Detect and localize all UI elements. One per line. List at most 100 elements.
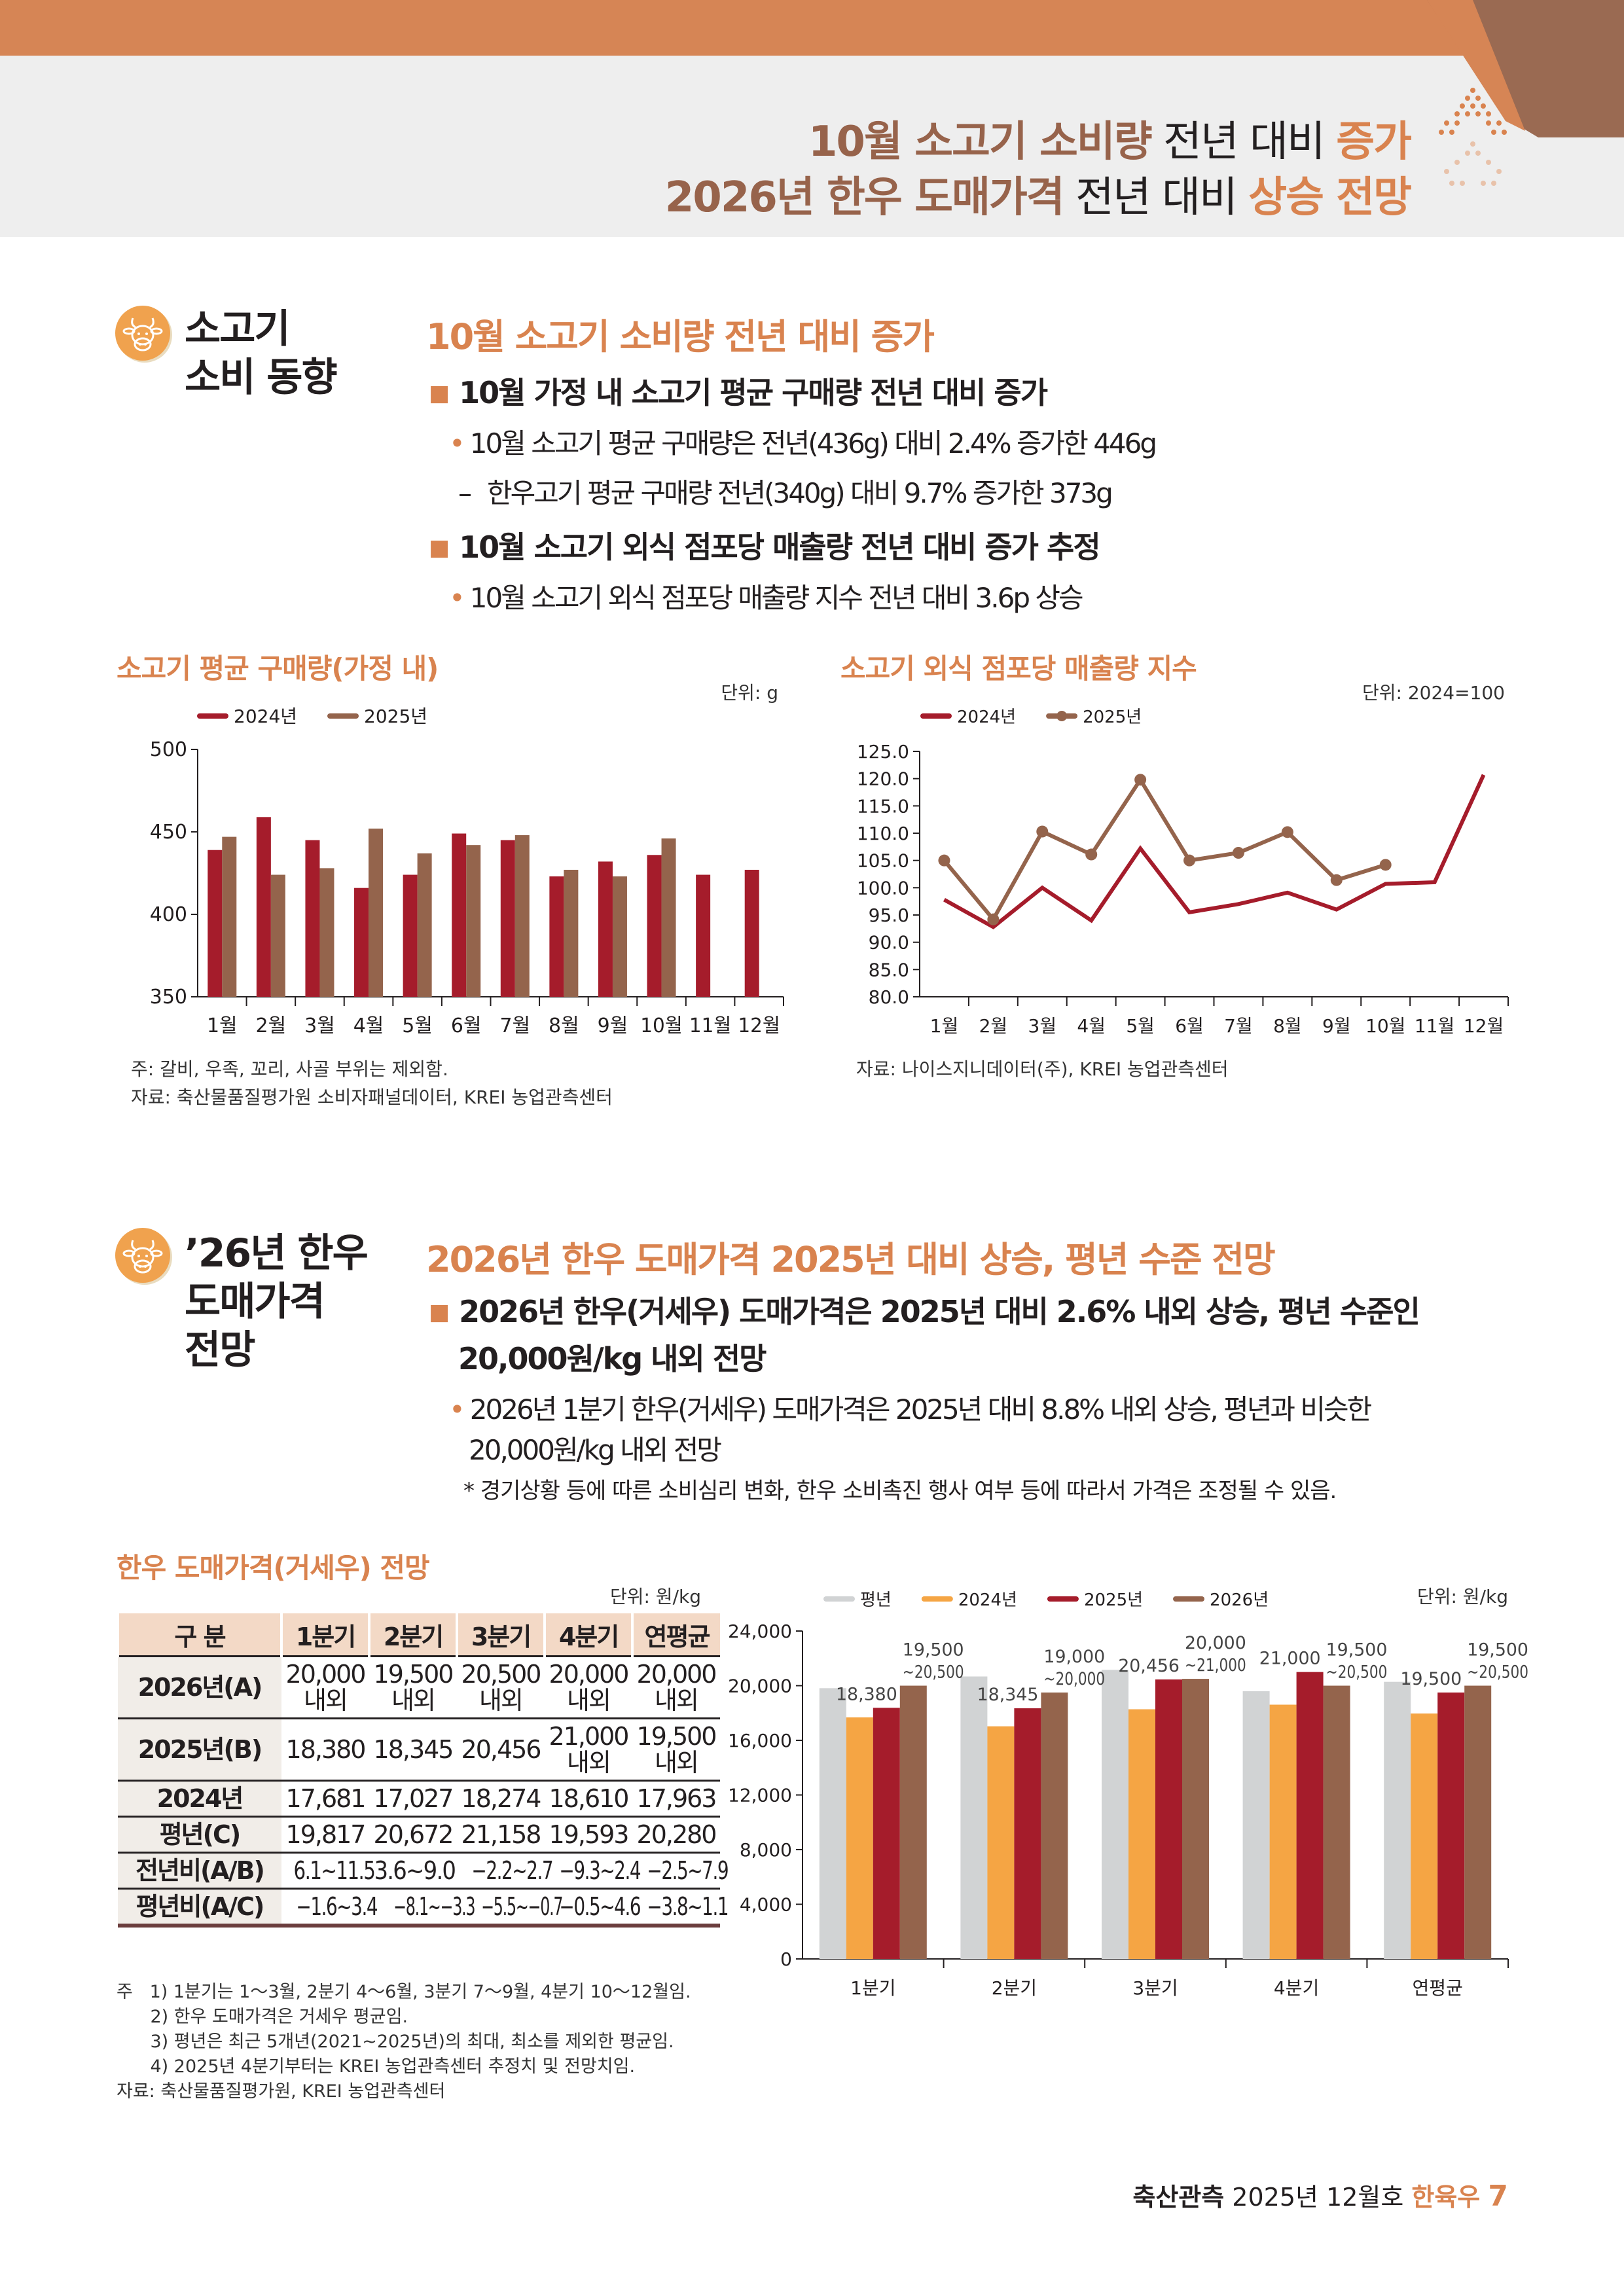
table-cell-text: 17,681: [285, 1784, 367, 1813]
legend-label: 2025년: [364, 706, 427, 727]
chart3-unit: 단위: 원/kg: [1416, 1586, 1508, 1607]
y-tick-label: 90.0: [869, 932, 909, 954]
bar-2026년: [1182, 1679, 1209, 1959]
x-tick-label: 12월: [738, 1014, 780, 1037]
y-tick-label: 110.0: [857, 823, 909, 844]
x-tick-label: 4월: [1077, 1015, 1106, 1037]
bar-2025년: [1437, 1692, 1465, 1959]
chart1-title: 소고기 평균 구매량(가정 내): [117, 653, 439, 685]
bar-2024년: [744, 869, 759, 997]
point-2025년: [987, 913, 1000, 925]
table-cell: 21,158: [457, 1816, 545, 1853]
data-label: 20,000: [1185, 1633, 1246, 1653]
bullet-2: ■ 10월 소고기 외식 점포당 매출량 전년 대비 증가 추정: [429, 524, 1101, 567]
x-tick-label: 9월: [1322, 1015, 1351, 1037]
table-cell-text: −8.1~−3.3: [393, 1892, 475, 1921]
data-label: 18,345: [977, 1685, 1039, 1705]
headline-2-mid: 전년 대비: [1063, 173, 1249, 222]
data-label: 19,500: [1400, 1669, 1462, 1689]
table-cell: 17,681: [281, 1780, 369, 1817]
table-cell-text: 내외: [567, 1748, 611, 1777]
square-bullet-icon: ■: [429, 535, 450, 561]
data-label: ~21,000: [1185, 1655, 1246, 1676]
table-cell: −1.6~3.4: [281, 1888, 378, 1928]
row-header-text: 전년비(A/B): [135, 1856, 265, 1885]
bar-평년: [960, 1676, 988, 1959]
x-tick-label: 9월: [598, 1014, 628, 1037]
bar-2024년: [846, 1717, 873, 1959]
table-cell: 18,345: [369, 1717, 457, 1781]
column-header: 2분기: [368, 1613, 457, 1657]
footer-category: 한육우: [1411, 2183, 1481, 2212]
sub-bullet-3-line2: 20,000원/kg 내외 전망: [469, 1434, 722, 1466]
table-cell-text: −1.6~3.4: [296, 1892, 378, 1921]
table-title: 한우 도매가격(거세우) 전망: [117, 1552, 430, 1584]
bar-2024년: [500, 840, 515, 997]
headline-1-subject: 10월 소고기 소비량: [808, 118, 1153, 166]
data-label: ~20,500: [903, 1662, 964, 1683]
sub-bullet-1-text: 10월 소고기 평균 구매량은 전년(436g) 대비 2.4% 증가한 446…: [469, 427, 1157, 459]
sub-bullet-2: • 10월 소고기 외식 점포당 매출량 지수 전년 대비 3.6p 상승: [449, 576, 1084, 616]
bar-2025년: [319, 868, 334, 997]
table-cell: −3.8~1.1: [632, 1888, 729, 1928]
bar-2025년: [222, 836, 237, 997]
table-cell-text: 20,280: [636, 1820, 717, 1849]
table-cell-text: 내외: [304, 1686, 348, 1715]
headline-1-mid: 전년 대비: [1151, 118, 1337, 166]
section-2-heading: 2026년 한우 도매가격 2025년 대비 상승, 평년 수준 전망: [426, 1239, 1276, 1280]
table-cell: −8.1~−3.3: [369, 1888, 476, 1928]
bar-2025년: [1296, 1672, 1324, 1959]
y-tick-label: 120.0: [857, 768, 909, 790]
x-tick-label: 5월: [1126, 1015, 1155, 1037]
table-cell-text: 18,610: [549, 1784, 630, 1813]
point-2025년: [1232, 847, 1244, 859]
table-cell-text: 20,000: [636, 1660, 717, 1689]
table-note: 3) 평년은 최근 5개년(2021~2025년)의 최대, 최소를 제외한 평…: [117, 2032, 674, 2052]
y-tick-label: 125.0: [857, 741, 909, 762]
y-tick-label: 500: [150, 738, 187, 761]
y-tick-label: 0: [780, 1948, 792, 1970]
table-cell: 19,817: [281, 1816, 369, 1853]
chart2-title: 소고기 외식 점포당 매출량 지수: [840, 653, 1197, 685]
column-header: 3분기: [456, 1613, 545, 1657]
dot-bullet-icon: •: [449, 582, 465, 614]
table-cell: 20,500 내외: [457, 1655, 545, 1719]
table-cell-text: 내외: [391, 1686, 436, 1715]
bullet-1-text: 10월 가정 내 소고기 평균 구매량 전년 대비 증가: [459, 375, 1048, 410]
table-cell: 18,610: [545, 1780, 632, 1817]
table-row: 전년비(A/B) 6.1~11.5 3.6~9.0 −2.2~2.7 −9.3~2.4−…: [118, 1852, 729, 1889]
x-tick-label: 2월: [256, 1014, 287, 1037]
legend-label: 2025년: [1084, 1590, 1143, 1610]
section-1-heading: 10월 소고기 소비량 전년 대비 증가: [426, 316, 935, 357]
corner-decoration: [1427, 0, 1624, 137]
chart1-unit: 단위: g: [721, 682, 778, 704]
bullet-3: ■ 2026년 한우(거세우) 도매가격은 2025년 대비 2.6% 내외 상승…: [429, 1288, 1420, 1331]
table-cell: −2.2~2.7: [457, 1852, 554, 1889]
y-tick-label: 8,000: [740, 1839, 792, 1861]
y-tick-label: 85.0: [869, 959, 909, 980]
section-2-title-line2: 도매가격: [185, 1279, 325, 1325]
dash-bullet-1: – 한우고기 평균 구매량 전년(340g) 대비 9.7% 증가한 373g: [458, 471, 1113, 511]
table-cell-text: 19,817: [285, 1820, 367, 1849]
column-header-text: 1분기: [295, 1622, 356, 1651]
data-label: ~20,500: [1326, 1662, 1388, 1683]
row-header: 2026년(A): [118, 1655, 281, 1719]
row-header-text: 2026년(A): [137, 1673, 263, 1702]
point-2025년: [1330, 874, 1343, 886]
table-row: 평년비(A/C) −1.6~3.4 −8.1~−3.3 −5.5~−0.7 −0.5~4…: [118, 1888, 729, 1928]
x-tick-label: 7월: [1224, 1015, 1253, 1037]
table-cell-text: 18,345: [373, 1735, 454, 1764]
headline-1: 10월 소고기 소비량 전년 대비 증가: [808, 108, 1412, 168]
data-label: ~20,000: [1043, 1669, 1105, 1689]
footer-issue: 2025년 12월호: [1224, 2183, 1412, 2212]
x-tick-label: 7월: [499, 1014, 530, 1037]
x-tick-label: 12월: [1464, 1015, 1504, 1037]
y-tick-label: 80.0: [869, 986, 909, 1008]
bar-2024년: [305, 840, 320, 997]
table-cell-text: 20,000: [285, 1660, 367, 1689]
table-notes: 주 1) 1분기는 1～3월, 2분기 4～6월, 3분기 7～9월, 4분기 …: [117, 1980, 691, 2104]
x-tick-label: 11월: [1415, 1015, 1454, 1037]
table-header-row: 구 분 1분기 2분기 3분기 4분기 연평균: [117, 1613, 720, 1657]
